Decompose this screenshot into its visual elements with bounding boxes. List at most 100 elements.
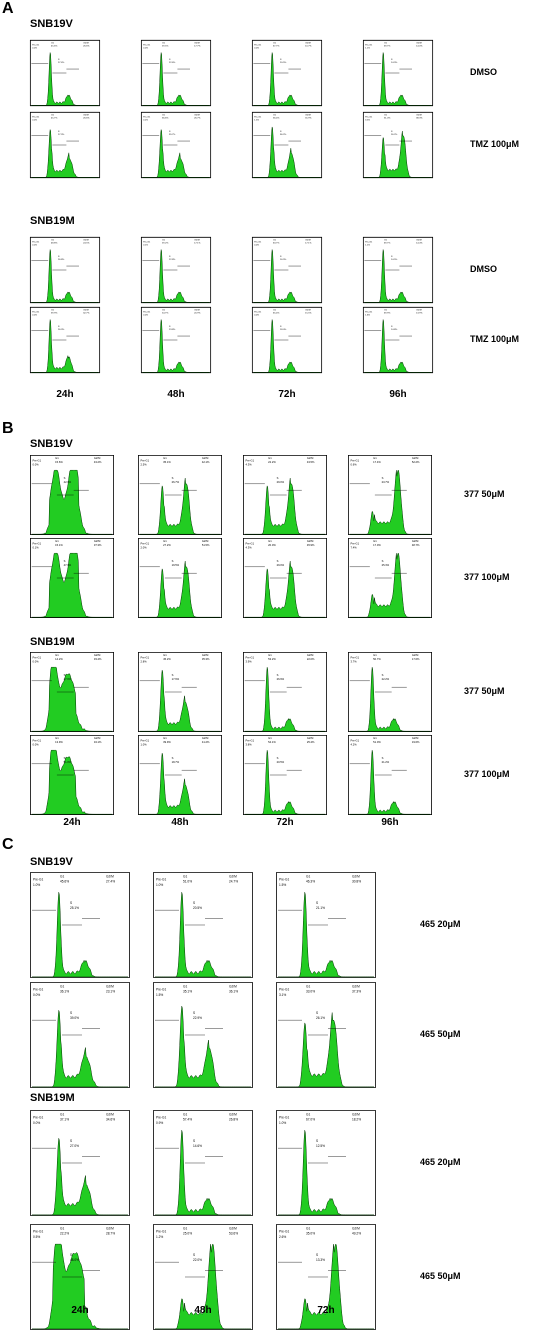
gate-value-g2m: 13.9%: [416, 313, 422, 315]
gate-value-s: 48.0%: [70, 1258, 79, 1262]
gate-value-s: 18.7%: [172, 760, 180, 764]
gate-value-g2m: 35.3%: [202, 657, 210, 661]
histogram-area: [31, 320, 99, 373]
gate-label-preg1: Pre-G1: [141, 738, 150, 742]
gate-value-preg1: 0.5%: [33, 1235, 40, 1239]
gate-value-g2m: 18.2%: [352, 1118, 361, 1122]
gate-label-g2m: G2/M: [83, 42, 89, 44]
gate-lines: [253, 261, 301, 270]
histogram-plot: Pre-G1 0.0% G1 39.9% S26.3% G2/M 32.7%: [30, 307, 100, 373]
gate-value-s: 27.0%: [70, 1144, 79, 1148]
gate-value-g2m: 37.3%: [94, 543, 102, 547]
histogram-plot: Pre-G1 0.0% G1 45.7% S27.3% G2/M 26.6%: [30, 112, 100, 178]
gate-value-s: 26.2%: [391, 134, 397, 136]
gate-label-g1: G1: [273, 309, 277, 311]
treatment-label: 465 50μM: [420, 1029, 461, 1039]
histogram-area: [139, 561, 221, 617]
gate-label-g2m: G2/M: [106, 1112, 114, 1116]
histogram: Pre-G1 2.6% G1 35.0% S 13.3% G2/M 49.2%: [276, 1224, 376, 1330]
gate-value-preg1: 0.0%: [32, 48, 37, 50]
gate-label-s: S: [172, 476, 174, 480]
gate-label-g2m: G2/M: [416, 239, 422, 241]
gate-label-g1: G1: [60, 984, 64, 988]
time-label: 24h: [63, 817, 81, 828]
gate-value-preg1: 0.0%: [254, 48, 259, 50]
gate-label-g2m: G2/M: [305, 114, 311, 116]
gate-label-g2m: G2/M: [83, 114, 89, 116]
gate-lines: [32, 484, 89, 495]
gate-value-g2m: 26.8%: [229, 1118, 238, 1122]
gate-label-g1: G1: [384, 42, 388, 44]
gate-label-g1: G1: [162, 42, 166, 44]
gate-label-preg1: Pre-G1: [156, 987, 166, 991]
gate-label-g2m: G2/M: [352, 874, 360, 878]
histogram-area: [155, 1244, 251, 1329]
gate-lines: [278, 1148, 346, 1163]
histogram-plot: Pre-G1 0.0% G1 36.1% S39.0% G2/M 23.1%: [30, 982, 130, 1088]
gate-value-s: 26.1%: [316, 1016, 325, 1020]
gate-label-preg1: Pre-G1: [254, 240, 262, 243]
histogram-area: [31, 470, 113, 534]
histogram-area: [155, 1006, 251, 1087]
gate-value-g1: 35.1%: [183, 990, 192, 994]
gate-value-g1: 67.0%: [306, 1118, 315, 1122]
gate-lines: [32, 764, 89, 775]
gate-value-preg1: 1.5%: [156, 993, 163, 997]
gate-lines: [155, 1020, 223, 1035]
gate-label-g2m: G2/M: [307, 456, 314, 460]
gate-value-s: 23.8%: [169, 329, 175, 331]
gate-label-s: S: [391, 131, 393, 133]
histogram: Pre-G1 0.9% G1 57.4% S 14.6% G2/M 26.8%: [153, 1110, 253, 1216]
histogram-area: [142, 53, 210, 106]
gate-value-g2m: 17.7%: [194, 46, 200, 48]
gate-label-s: S: [64, 559, 66, 563]
gate-value-g2m: 19.6%: [412, 740, 420, 744]
treatment-label: 465 20μM: [420, 919, 461, 929]
gate-value-s: 21.1%: [316, 906, 325, 910]
gate-label-preg1: Pre-G1: [246, 655, 255, 659]
gate-label-preg1: Pre-G1: [33, 1115, 43, 1119]
gate-value-g2m: 33.4%: [94, 657, 102, 661]
gate-label-g2m: G2/M: [305, 42, 311, 44]
histogram-plot: Pre-G1 1.6% G1 69.9% S14.8% G2/M 13.9%: [363, 307, 433, 373]
histogram-area: [139, 478, 221, 534]
gate-value-g1: 45.2%: [163, 657, 171, 661]
gate-value-g1: 45.6%: [51, 46, 57, 48]
gate-lines: [31, 64, 79, 73]
gate-value-preg1: 1.5%: [279, 883, 286, 887]
histogram: Pre-G1 0.0% G1 37.1% S 27.0% G2/M 34.6%: [30, 1110, 130, 1216]
gate-lines: [350, 567, 407, 578]
histogram-area: [32, 892, 128, 977]
gate-value-preg1: 0.9%: [156, 1121, 163, 1125]
gate-label-s: S: [70, 1011, 73, 1015]
gate-value-g1: 57.4%: [183, 1118, 192, 1122]
gate-value-g1: 46.3%: [306, 880, 315, 884]
histogram-area: [31, 750, 113, 814]
gate-label-s: S: [58, 59, 60, 61]
histogram: Pre-G1 0.2% G1 36.6% S 39.7% G2/M 26.7%: [141, 112, 211, 178]
gate-label-g2m: G2/M: [352, 1226, 360, 1230]
gate-value-preg1: 0.2%: [143, 120, 148, 122]
gate-value-g1: 51.0%: [183, 880, 192, 884]
gate-lines: [140, 681, 197, 692]
histogram: Pre-G1 0.0% G1 65.4% S 18.0% G2/M 15.5%: [252, 307, 322, 373]
gate-value-preg1: 0.6%: [351, 462, 358, 466]
histogram-area: [364, 250, 432, 303]
gate-label-g2m: G2/M: [229, 874, 237, 878]
histogram: Pre-G1 0.0% G1 45.7% S 27.3% G2/M 26.6%: [30, 112, 100, 178]
gate-value-g1: 45.6%: [60, 880, 69, 884]
histogram-plot: Pre-G1 1.0% G1 51.0% S20.5% G2/M 24.7%: [153, 872, 253, 978]
histogram: Pre-G1 0.0% G1 36.1% S 39.0% G2/M 23.1%: [30, 982, 130, 1088]
gate-label-g1: G1: [306, 984, 310, 988]
gate-value-g2m: 52.2%: [412, 460, 420, 464]
gate-value-g1: 54.1%: [268, 740, 276, 744]
gate-label-s: S: [316, 1011, 319, 1015]
gate-label-g1: G1: [273, 239, 277, 241]
gate-value-g2m: 32.7%: [83, 313, 89, 315]
histogram-area: [31, 130, 99, 178]
gate-label-preg1: Pre-G1: [32, 43, 40, 46]
gate-label-g1: G1: [163, 653, 167, 657]
gate-label-s: S: [391, 256, 393, 258]
